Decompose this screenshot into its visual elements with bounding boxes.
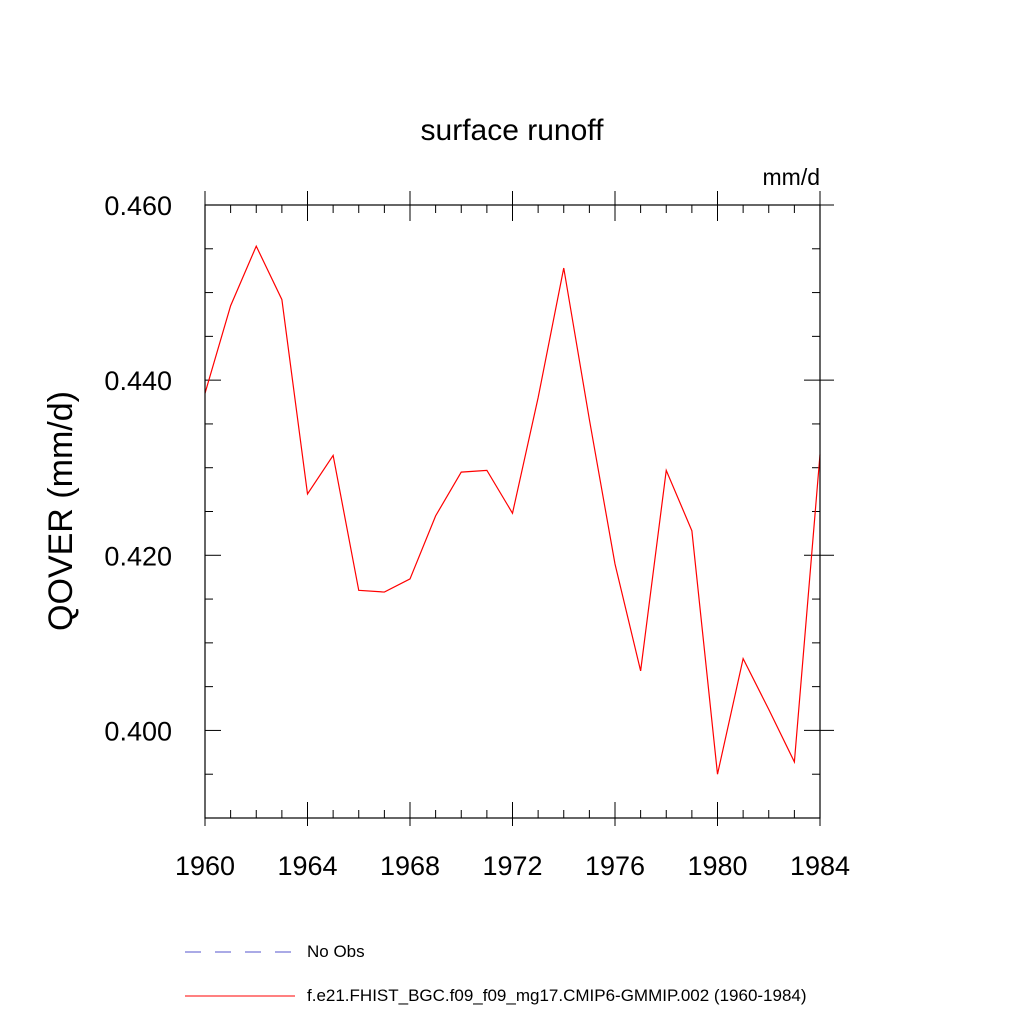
x-tick-label: 1972 <box>482 851 542 881</box>
y-tick-label: 0.420 <box>104 541 172 571</box>
y-tick-label: 0.460 <box>104 191 172 221</box>
x-tick-label: 1984 <box>790 851 850 881</box>
y-tick-label: 0.400 <box>104 716 172 746</box>
legend-label-0: No Obs <box>307 942 365 961</box>
series-line-1 <box>204 244 821 775</box>
y-tick-label: 0.440 <box>104 366 172 396</box>
x-tick-label: 1980 <box>687 851 747 881</box>
y-axis-label: QOVER (mm/d) <box>42 391 80 631</box>
tick-labels: 1960 1964 1968 1972 1976 1980 1984 0.400 0.420 0.… <box>104 191 850 881</box>
axis-ticks <box>204 191 834 826</box>
x-tick-label: 1976 <box>585 851 645 881</box>
x-tick-label: 1964 <box>277 851 337 881</box>
units-label: mm/d <box>763 164 821 190</box>
series-layer <box>204 244 821 775</box>
legend: No Obs f.e21.FHIST_BGC.f09_f09_mg17.CMIP6… <box>185 942 807 1005</box>
chart-title: surface runoff <box>421 114 605 147</box>
legend-label-1: f.e21.FHIST_BGC.f09_f09_mg17.CMIP6-GMMIP… <box>307 986 807 1005</box>
plot-frame <box>204 204 821 819</box>
x-tick-label: 1960 <box>175 851 235 881</box>
x-tick-label: 1968 <box>380 851 440 881</box>
